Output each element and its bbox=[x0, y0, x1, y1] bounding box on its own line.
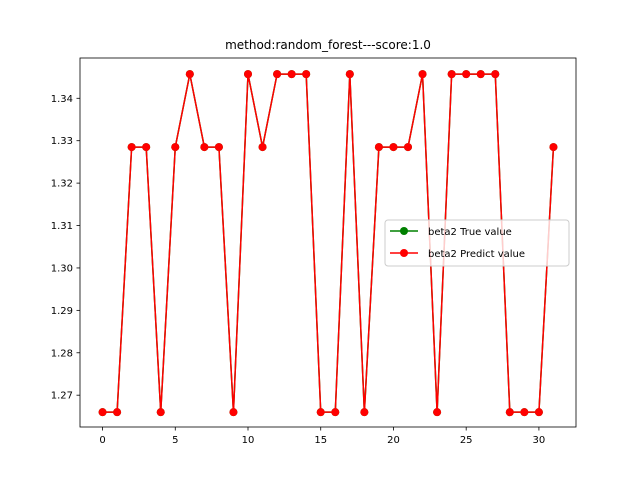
data-point-s1-23 bbox=[433, 408, 442, 417]
data-point-s1-16 bbox=[331, 408, 340, 417]
data-point-s1-19 bbox=[374, 143, 383, 152]
data-point-s1-11 bbox=[258, 143, 267, 152]
x-tick-label-2: 10 bbox=[242, 435, 255, 446]
legend-label-0: beta2 True value bbox=[428, 227, 512, 238]
y-tick-label-7: 1.34 bbox=[51, 94, 73, 105]
data-point-s1-24 bbox=[447, 70, 456, 79]
data-point-s1-0 bbox=[98, 408, 107, 417]
data-point-s1-28 bbox=[505, 408, 514, 417]
legend-label-1: beta2 Predict value bbox=[428, 249, 525, 260]
data-point-s1-18 bbox=[360, 408, 369, 417]
x-tick-label-4: 20 bbox=[387, 435, 400, 446]
x-tick-label-3: 15 bbox=[314, 435, 327, 446]
x-tick-label-0: 0 bbox=[99, 435, 105, 446]
y-tick-label-6: 1.33 bbox=[51, 136, 73, 147]
data-point-s1-4 bbox=[156, 408, 165, 417]
data-point-s1-17 bbox=[345, 70, 354, 79]
legend: beta2 True value beta2 Predict value bbox=[384, 219, 570, 267]
data-point-s1-15 bbox=[316, 408, 325, 417]
x-tick-label-6: 30 bbox=[533, 435, 546, 446]
data-point-s1-3 bbox=[142, 143, 151, 152]
x-tick-label-5: 25 bbox=[460, 435, 473, 446]
y-tick-label-0: 1.27 bbox=[51, 391, 73, 402]
y-tick-label-5: 1.32 bbox=[51, 179, 73, 190]
data-point-s1-27 bbox=[491, 70, 500, 79]
data-point-s1-30 bbox=[534, 408, 543, 417]
data-point-s1-12 bbox=[273, 70, 282, 79]
legend-marker-1 bbox=[400, 249, 408, 257]
chart-title: method:random_forest---score:1.0 bbox=[225, 38, 431, 52]
y-tick-label-3: 1.30 bbox=[51, 263, 73, 274]
data-point-s1-8 bbox=[214, 143, 223, 152]
data-point-s1-26 bbox=[476, 70, 485, 79]
data-point-s1-25 bbox=[462, 70, 471, 79]
data-point-s1-1 bbox=[113, 408, 122, 417]
data-point-s1-6 bbox=[185, 70, 194, 79]
data-point-s1-29 bbox=[520, 408, 529, 417]
data-point-s1-21 bbox=[404, 143, 412, 152]
data-point-s1-2 bbox=[127, 143, 136, 152]
data-point-s1-22 bbox=[418, 70, 427, 79]
data-point-s1-7 bbox=[200, 143, 209, 152]
y-tick-label-1: 1.28 bbox=[51, 348, 73, 359]
data-point-s1-5 bbox=[171, 143, 180, 152]
data-point-s1-13 bbox=[287, 70, 296, 79]
legend-frame bbox=[384, 219, 570, 267]
data-point-s1-10 bbox=[244, 70, 252, 79]
legend-marker-0 bbox=[400, 227, 408, 235]
y-tick-label-4: 1.31 bbox=[51, 221, 73, 232]
data-point-s1-20 bbox=[389, 143, 398, 152]
x-tick-label-1: 5 bbox=[172, 435, 178, 446]
axes-frame bbox=[79, 57, 577, 428]
data-point-s1-31 bbox=[549, 143, 558, 152]
data-point-s1-9 bbox=[229, 408, 238, 417]
axes: 0 5 10 15 20 25 30 1.27 1.28 1.29 1.30 1.31 1.32 1.33… bbox=[51, 57, 577, 446]
plot-area bbox=[98, 70, 558, 417]
data-point-s1-14 bbox=[302, 70, 311, 79]
y-tick-label-2: 1.29 bbox=[51, 306, 73, 317]
